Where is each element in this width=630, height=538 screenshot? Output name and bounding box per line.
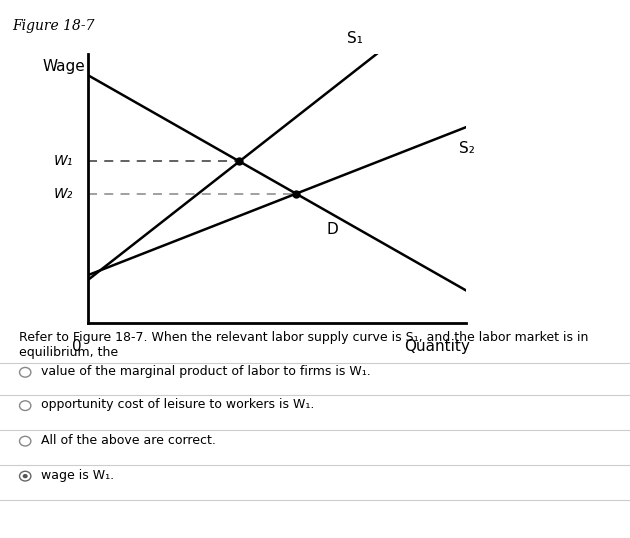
Text: Wage: Wage bbox=[43, 59, 86, 74]
Text: Refer to Figure 18-7. When the relevant labor supply curve is S₁, and the labor : Refer to Figure 18-7. When the relevant … bbox=[19, 331, 588, 359]
Text: W₁: W₁ bbox=[54, 154, 73, 168]
Text: Quantity: Quantity bbox=[404, 339, 470, 354]
Text: value of the marginal product of labor to firms is W₁.: value of the marginal product of labor t… bbox=[41, 365, 370, 378]
Text: S₁: S₁ bbox=[346, 31, 362, 46]
Text: D: D bbox=[326, 222, 338, 237]
Text: 0: 0 bbox=[72, 339, 82, 354]
Text: Figure 18-7: Figure 18-7 bbox=[13, 19, 95, 33]
Text: wage is W₁.: wage is W₁. bbox=[41, 469, 114, 482]
Text: S₂: S₂ bbox=[459, 140, 474, 155]
Text: All of the above are correct.: All of the above are correct. bbox=[41, 434, 216, 447]
Text: W₂: W₂ bbox=[54, 187, 73, 201]
Text: opportunity cost of leisure to workers is W₁.: opportunity cost of leisure to workers i… bbox=[41, 398, 314, 411]
